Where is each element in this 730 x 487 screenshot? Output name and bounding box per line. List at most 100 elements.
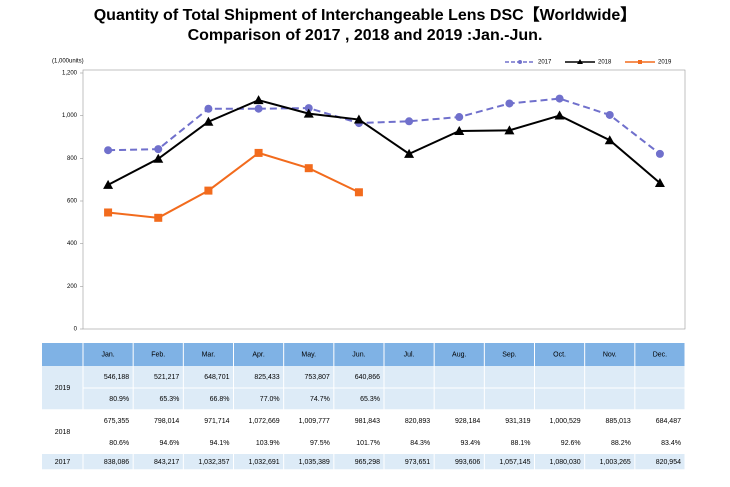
table-row-label: 2019 bbox=[55, 385, 71, 392]
table-header: Oct. bbox=[553, 351, 566, 358]
table-cell: 101.7% bbox=[356, 440, 380, 447]
y-tick-label: 200 bbox=[67, 284, 78, 290]
table-cell: 80.6% bbox=[109, 440, 129, 447]
point bbox=[605, 110, 614, 119]
table-cell: 65.3% bbox=[159, 396, 179, 403]
y-tick-label: 600 bbox=[67, 199, 78, 205]
table-header: Jan. bbox=[101, 351, 114, 358]
y-tick-label: 1,200 bbox=[62, 71, 78, 77]
legend-marker bbox=[638, 60, 642, 64]
table-cell: 546,188 bbox=[104, 374, 129, 381]
table-cell: 1,072,669 bbox=[249, 418, 280, 425]
table-cell: 648,701 bbox=[204, 374, 229, 381]
table-cell: 1,057,145 bbox=[499, 459, 530, 466]
table-header-bg bbox=[42, 343, 685, 366]
point bbox=[104, 208, 113, 217]
table-cell: 675,355 bbox=[104, 418, 129, 425]
table-cell: 74.7% bbox=[310, 396, 330, 403]
table-cell: 684,487 bbox=[656, 418, 681, 425]
plot-area bbox=[82, 69, 686, 330]
table-cell: 94.1% bbox=[210, 440, 230, 447]
point bbox=[254, 148, 263, 157]
series-line bbox=[107, 151, 360, 219]
y-tick-label: 400 bbox=[67, 241, 78, 247]
point bbox=[404, 148, 415, 158]
table-cell: 521,217 bbox=[154, 374, 179, 381]
table-cell: 1,003,265 bbox=[600, 459, 631, 466]
table-header: Nov. bbox=[603, 351, 617, 358]
table-group-bg bbox=[42, 454, 685, 470]
table-cell: 83.4% bbox=[661, 440, 681, 447]
point bbox=[354, 188, 363, 197]
table-cell: 94.6% bbox=[159, 440, 179, 447]
table-cell: 1,009,777 bbox=[299, 418, 330, 425]
table-cell: 798,014 bbox=[154, 418, 179, 425]
table-cell: 103.9% bbox=[256, 440, 280, 447]
table-row-label: 2018 bbox=[55, 429, 71, 436]
point bbox=[203, 116, 214, 126]
table-cell: 88.2% bbox=[611, 440, 631, 447]
table-header: Apr. bbox=[252, 351, 265, 358]
point bbox=[153, 153, 164, 163]
table-cell: 97.5% bbox=[310, 440, 330, 447]
table-cell: 973,651 bbox=[405, 459, 430, 466]
table-cell: 640,866 bbox=[355, 374, 380, 381]
table-cell: 1,035,389 bbox=[299, 459, 330, 466]
table-header: Aug. bbox=[452, 351, 466, 358]
y-tick-label: 1,000 bbox=[62, 113, 78, 119]
table-cell: 965,298 bbox=[355, 459, 380, 466]
legend-label: 2019 bbox=[658, 60, 672, 66]
table-cell: 993,606 bbox=[455, 459, 480, 466]
table-cell: 981,843 bbox=[355, 418, 380, 425]
point bbox=[254, 104, 263, 113]
point bbox=[104, 146, 113, 155]
table-cell: 93.4% bbox=[460, 440, 480, 447]
point bbox=[654, 177, 665, 187]
table-cell: 753,807 bbox=[305, 374, 330, 381]
point bbox=[554, 110, 565, 120]
table-cell: 843,217 bbox=[154, 459, 179, 466]
point bbox=[204, 104, 213, 113]
legend-label: 2018 bbox=[598, 60, 612, 66]
point bbox=[555, 94, 564, 103]
y-tick-label: 800 bbox=[67, 156, 78, 162]
table-row-label: 2017 bbox=[55, 459, 71, 466]
table-cell: 1,032,691 bbox=[249, 459, 280, 466]
table-header: Jun. bbox=[352, 351, 365, 358]
table-cell: 928,184 bbox=[455, 418, 480, 425]
point bbox=[454, 125, 465, 135]
table-cell: 931,319 bbox=[505, 418, 530, 425]
point bbox=[353, 114, 364, 124]
point bbox=[204, 186, 213, 195]
legend-label: 2017 bbox=[538, 60, 552, 66]
point bbox=[405, 117, 414, 126]
point bbox=[154, 145, 163, 154]
table-cell: 77.0% bbox=[260, 396, 280, 403]
table-cell: 1,032,357 bbox=[198, 459, 229, 466]
point bbox=[304, 104, 313, 113]
table-cell: 66.8% bbox=[210, 396, 230, 403]
table-cell: 1,000,529 bbox=[550, 418, 581, 425]
point bbox=[303, 108, 314, 118]
table-cell: 65.3% bbox=[360, 396, 380, 403]
y-unit: (1,000units) bbox=[52, 59, 84, 65]
point bbox=[154, 213, 163, 222]
legend-marker bbox=[577, 59, 583, 64]
table-cell: 820,954 bbox=[656, 459, 681, 466]
chart-title: Quantity of Total Shipment of Interchang… bbox=[94, 6, 637, 24]
point bbox=[304, 164, 313, 173]
legend-marker bbox=[518, 60, 522, 64]
table-cell: 88.1% bbox=[511, 440, 531, 447]
table-header: May. bbox=[301, 351, 316, 358]
point bbox=[253, 95, 264, 105]
table-cell: 80.9% bbox=[109, 396, 129, 403]
y-tick-label: 0 bbox=[74, 327, 78, 333]
table-header: Mar. bbox=[202, 351, 216, 358]
table-cell: 838,086 bbox=[104, 459, 129, 466]
point bbox=[505, 99, 514, 108]
point bbox=[504, 125, 515, 135]
table-cell: 92.6% bbox=[561, 440, 581, 447]
table-cell: 971,714 bbox=[204, 418, 229, 425]
table-cell: 84.3% bbox=[410, 440, 430, 447]
